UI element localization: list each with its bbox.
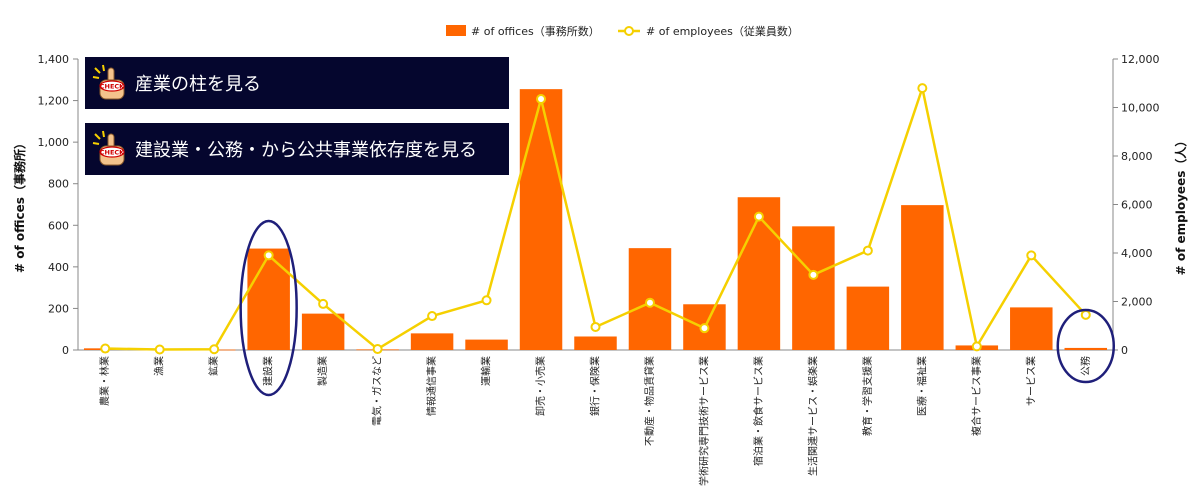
view-industry-pillars-label: 産業の柱を見る bbox=[135, 74, 261, 95]
legend-line-marker bbox=[624, 26, 634, 36]
y2-tick-label: 2,000 bbox=[1121, 296, 1153, 309]
y-tick-label: 400 bbox=[48, 261, 69, 274]
y2-tick-label: 12,000 bbox=[1121, 53, 1160, 66]
y-tick-label: 600 bbox=[48, 219, 69, 232]
category-label: 生活関連サービス・娯楽業 bbox=[806, 356, 819, 476]
line-point bbox=[971, 341, 982, 352]
line-point bbox=[917, 83, 928, 94]
line-point bbox=[372, 344, 383, 355]
y2-tick-label: 6,000 bbox=[1121, 199, 1153, 212]
line-point bbox=[100, 343, 111, 354]
bar bbox=[465, 339, 508, 350]
svg-text:CHECK: CHECK bbox=[100, 83, 125, 91]
y-tick-label: 1,200 bbox=[38, 95, 70, 108]
category-label: 鉱業 bbox=[207, 356, 220, 376]
legend-bar-swatch bbox=[446, 25, 466, 36]
bar bbox=[846, 286, 890, 350]
line-point bbox=[1026, 250, 1037, 261]
line-point bbox=[862, 245, 873, 256]
category-label: 建設業 bbox=[262, 356, 275, 386]
highlight-ellipse bbox=[1056, 308, 1116, 384]
category-label: サービス業 bbox=[1024, 356, 1037, 406]
line-series bbox=[100, 83, 1091, 355]
category-label: 宿泊業・飲食サービス業 bbox=[752, 356, 765, 466]
category-label: 卸売・小売業 bbox=[534, 356, 547, 416]
line-point bbox=[263, 250, 274, 261]
bar bbox=[410, 333, 454, 350]
y2-tick-label: 0 bbox=[1121, 344, 1128, 357]
legend-line-label: # of employees（従業員数） bbox=[646, 25, 799, 38]
category-label: 製造業 bbox=[316, 356, 329, 386]
pointing-hand-check-icon: CHECK bbox=[92, 64, 125, 100]
line-point bbox=[154, 344, 165, 355]
y-tick-label: 200 bbox=[48, 302, 69, 315]
view-public-works-dependency-label: 建設業・公務・から公共事業依存度を見る bbox=[135, 140, 477, 161]
category-label: 銀行・保険業 bbox=[589, 356, 602, 416]
line-point bbox=[481, 295, 492, 306]
line-point bbox=[590, 321, 601, 332]
pointing-hand-check-icon: CHECK bbox=[92, 130, 125, 166]
category-label: 電気・ガスなど bbox=[371, 356, 384, 426]
svg-text:CHECK: CHECK bbox=[100, 149, 125, 157]
bar bbox=[574, 336, 617, 350]
category-label: 農業・林業 bbox=[98, 356, 111, 406]
line-point bbox=[644, 297, 655, 308]
category-label: 医療・福祉業 bbox=[915, 356, 928, 416]
line-point bbox=[427, 311, 438, 322]
y2-tick-label: 10,000 bbox=[1121, 102, 1160, 115]
line-point bbox=[536, 94, 547, 105]
bar bbox=[737, 197, 781, 350]
line-point bbox=[1080, 309, 1091, 320]
category-label: 漁業 bbox=[153, 356, 166, 376]
y-tick-label: 1,000 bbox=[38, 136, 70, 149]
category-label: 公務 bbox=[1079, 356, 1092, 376]
category-label: 不動産・物品賃貸業 bbox=[643, 356, 656, 446]
line-point bbox=[699, 323, 710, 334]
line-point bbox=[209, 344, 220, 355]
category-label: 教育・学習支援業 bbox=[861, 356, 874, 436]
bar bbox=[1064, 347, 1108, 350]
bar bbox=[1010, 307, 1053, 350]
bar-series bbox=[83, 89, 1108, 351]
y-axis-title: # of offices（事務所） bbox=[12, 137, 27, 273]
line-point bbox=[318, 298, 329, 309]
y2-tick-label: 4,000 bbox=[1121, 247, 1153, 260]
highlight-ellipses bbox=[239, 219, 1116, 397]
category-label: 情報通信事業 bbox=[425, 356, 438, 416]
bar bbox=[519, 89, 563, 350]
y-tick-label: 0 bbox=[62, 344, 69, 357]
category-label: 運輸業 bbox=[480, 356, 493, 386]
bar bbox=[792, 226, 835, 350]
highlight-ellipse bbox=[239, 219, 298, 397]
view-industry-pillars-button[interactable]: CHECK 産業の柱を見る bbox=[85, 57, 509, 109]
y-tick-label: 1,400 bbox=[38, 53, 70, 66]
legend: # of offices（事務所数） # of employees（従業員数） bbox=[446, 24, 799, 38]
bar bbox=[247, 248, 290, 350]
category-labels: 農業・林業 漁業 鉱業 建設業 製造業 電気・ガスなど 情報通信事業 運輸業 卸売・小売業 銀行・… bbox=[98, 356, 1092, 486]
y-tick-label: 800 bbox=[48, 178, 69, 191]
line-point bbox=[753, 211, 764, 222]
category-label: 複合サービス事業 bbox=[970, 356, 983, 436]
bar bbox=[901, 205, 944, 350]
legend-bar-label: # of offices（事務所数） bbox=[471, 24, 600, 38]
category-label: 学術研究専門技術サービス業 bbox=[697, 356, 710, 486]
y2-axis-title: # of employees（人） bbox=[1173, 135, 1188, 276]
y2-tick-label: 8,000 bbox=[1121, 150, 1153, 163]
view-public-works-dependency-button[interactable]: CHECK 建設業・公務・から公共事業依存度を見る bbox=[85, 123, 509, 175]
bar bbox=[301, 313, 345, 350]
line-point bbox=[808, 269, 819, 280]
